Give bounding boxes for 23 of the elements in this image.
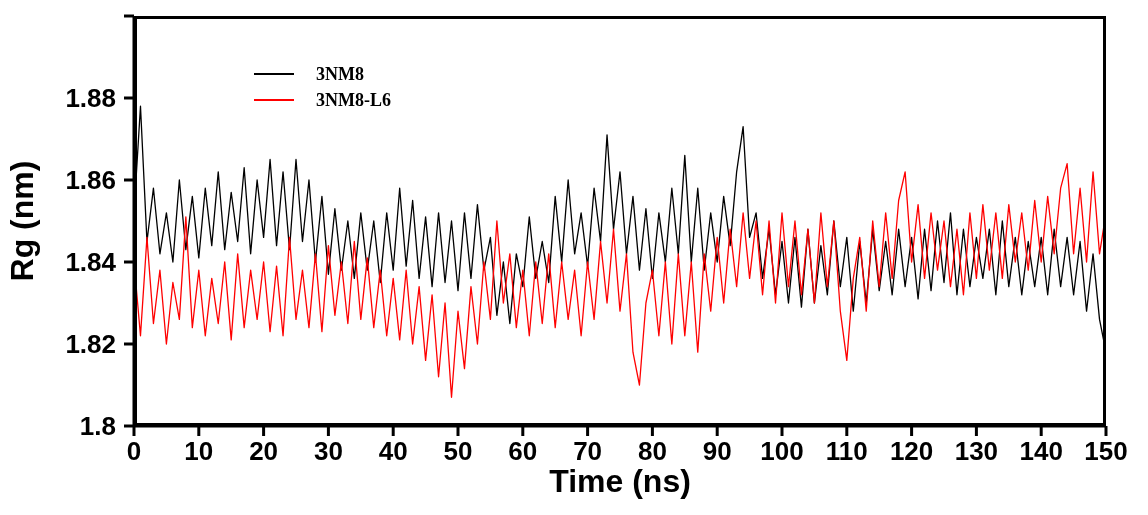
x-tick-label: 140	[1019, 436, 1063, 467]
y-tick-label: 1.84	[65, 247, 117, 278]
x-tick-label: 30	[313, 436, 343, 467]
x-tick-label: 150	[1084, 436, 1128, 467]
x-tick-label: 100	[760, 436, 804, 467]
x-tick-label: 50	[443, 436, 473, 467]
x-tick-label: 40	[378, 436, 408, 467]
x-tick-label: 20	[249, 436, 279, 467]
y-tick-label: 1.8	[79, 411, 116, 442]
x-tick-label: 0	[126, 436, 142, 467]
y-tick-label: 1.88	[65, 83, 116, 114]
line-series	[134, 162, 1106, 398]
y-tick-label: 1.82	[65, 329, 116, 360]
x-tick-label: 120	[889, 436, 934, 467]
x-tick-label: 110	[825, 436, 868, 467]
x-tick-label: 10	[184, 436, 214, 467]
x-tick-label: 130	[954, 436, 999, 467]
y-tick-label: 1.86	[65, 165, 116, 196]
x-tick-label: 90	[702, 436, 732, 467]
legend-label: 3NM8-L6	[316, 89, 391, 111]
legend-label: 3NM8	[316, 63, 364, 85]
y-axis-title: Rg (nm)	[4, 160, 41, 282]
x-tick-label: 60	[508, 436, 538, 467]
